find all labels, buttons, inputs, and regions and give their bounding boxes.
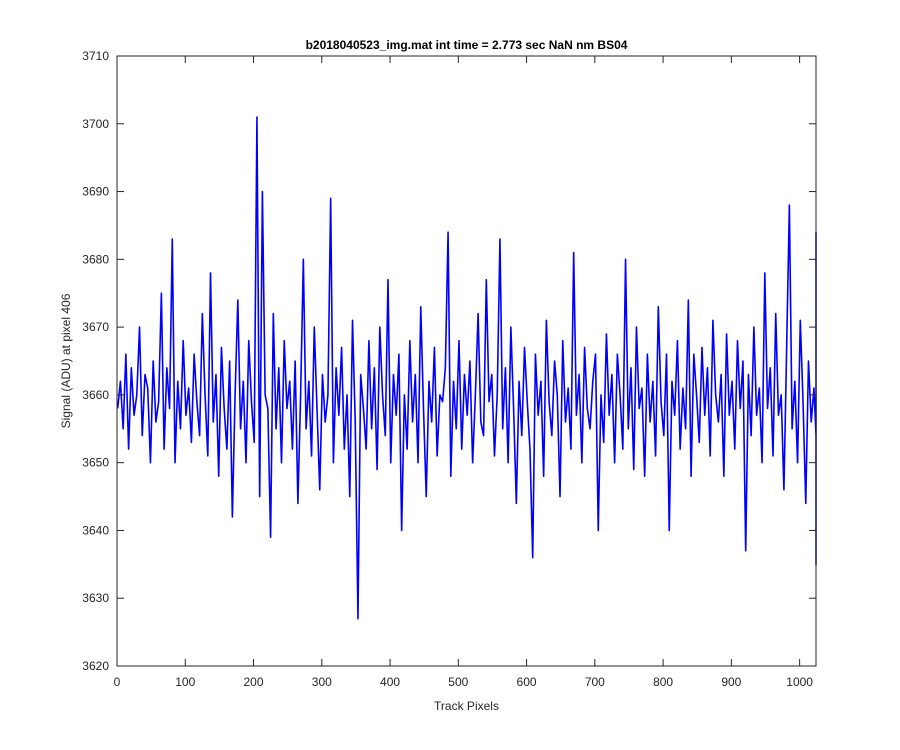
x-tick-label: 900 [721, 675, 741, 689]
x-tick-label: 600 [517, 675, 537, 689]
x-tick-label: 300 [312, 675, 332, 689]
y-tick-label: 3660 [82, 388, 109, 402]
axes-layer: 0 100 200 300 400 500 600 700 800 900 1000 3620 3630… [82, 49, 816, 689]
plot-frame [116, 55, 817, 667]
y-tick-label: 3690 [82, 185, 109, 199]
y-tick-label: 3680 [82, 252, 109, 266]
y-tick-label: 3670 [82, 320, 109, 334]
x-tick-label: 100 [175, 675, 195, 689]
x-tick-label: 0 [114, 675, 121, 689]
x-tick-label: 400 [380, 675, 400, 689]
y-tick-label: 3650 [82, 456, 109, 470]
y-tick-label: 3630 [82, 591, 109, 605]
plot-area [117, 56, 816, 666]
x-tick-label: 1000 [786, 675, 813, 689]
chart-title: b2018040523_img.mat int time = 2.773 sec… [306, 38, 628, 52]
x-tick-label: 700 [585, 675, 605, 689]
y-tick-label: 3700 [82, 117, 109, 131]
y-tick-label: 3710 [82, 49, 109, 63]
x-tick-label: 800 [653, 675, 673, 689]
y-tick-label: 3620 [82, 659, 109, 673]
y-axis-title: Signal (ADU) at pixel 406 [59, 293, 73, 428]
x-tick-label: 200 [244, 675, 264, 689]
x-axis-title: Track Pixels [434, 699, 499, 713]
x-tick-label: 500 [448, 675, 468, 689]
y-tick-label: 3640 [82, 523, 109, 537]
